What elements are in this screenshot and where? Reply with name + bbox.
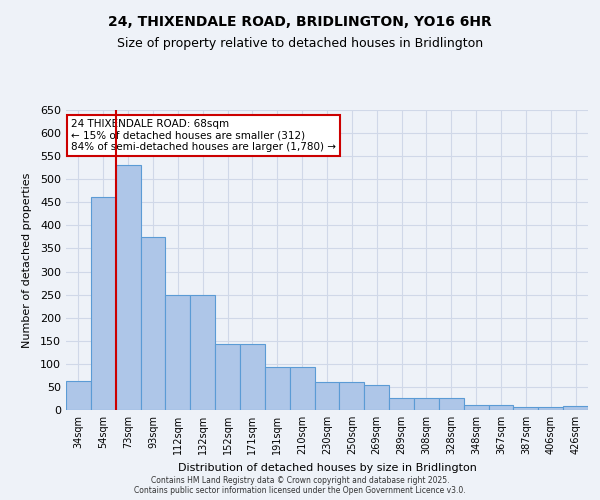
Text: Size of property relative to detached houses in Bridlington: Size of property relative to detached ho… [117,38,483,51]
X-axis label: Distribution of detached houses by size in Bridlington: Distribution of detached houses by size … [178,462,476,472]
Bar [563,406,588,410]
Bar [514,407,538,410]
Bar [190,294,215,410]
Bar [464,405,488,410]
Bar [340,382,364,410]
Bar [240,344,265,410]
Bar [265,367,290,410]
Bar [314,382,340,410]
Text: 24, THIXENDALE ROAD, BRIDLINGTON, YO16 6HR: 24, THIXENDALE ROAD, BRIDLINGTON, YO16 6… [108,15,492,29]
Bar [116,166,140,410]
Bar [215,344,240,410]
Bar [364,384,389,410]
Bar [488,405,514,410]
Bar [166,294,190,410]
Bar [414,398,439,410]
Bar [290,367,314,410]
Bar [439,398,464,410]
Bar [140,237,166,410]
Text: 24 THIXENDALE ROAD: 68sqm
← 15% of detached houses are smaller (312)
84% of semi: 24 THIXENDALE ROAD: 68sqm ← 15% of detac… [71,119,336,152]
Bar [91,197,116,410]
Bar [538,407,563,410]
Y-axis label: Number of detached properties: Number of detached properties [22,172,32,348]
Bar [66,382,91,410]
Text: Contains HM Land Registry data © Crown copyright and database right 2025.
Contai: Contains HM Land Registry data © Crown c… [134,476,466,495]
Bar [389,398,414,410]
